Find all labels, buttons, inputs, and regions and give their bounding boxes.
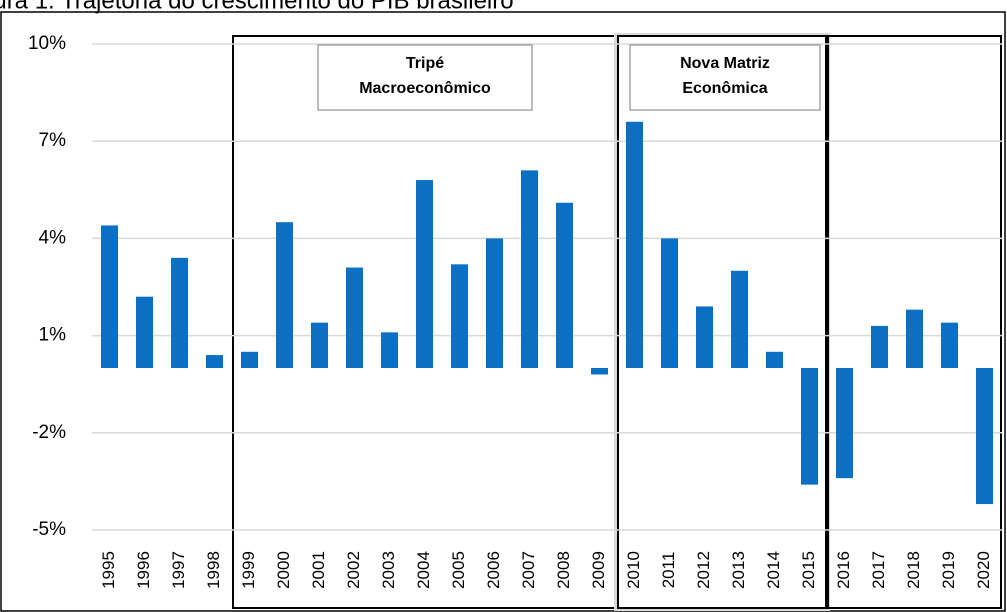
bar [241,351,258,368]
y-tick-label: 10% [28,33,66,54]
bar [311,322,328,368]
y-tick-label: 4% [39,227,67,248]
x-tick-label: 2008 [554,551,573,589]
annotation-box [317,44,533,111]
bar [451,264,468,368]
y-tick-label: -5% [32,519,66,540]
x-tick-label: 2007 [519,551,538,589]
annotation: Macroeconômico [359,80,491,97]
x-tick-label: 2019 [939,551,958,589]
annotation-box [629,44,821,111]
x-tick-label: 2011 [659,552,678,589]
x-tick-label: 2016 [834,551,853,589]
bar [206,355,223,368]
bar [766,351,783,368]
x-tick-label: 2002 [344,551,363,589]
x-tick-label: 1999 [239,551,258,589]
annotation: Econômica [682,80,767,97]
period-box [827,35,1002,609]
x-tick-label: 2010 [624,551,643,589]
bar [731,270,748,368]
bar [976,368,993,505]
bar [871,325,888,368]
x-tick-label: 2020 [974,551,993,589]
bar [346,267,363,368]
chart-title: Figura 1. Trajetória do crescimento do P… [0,0,514,14]
x-tick-label: 1996 [134,551,153,589]
bar [906,309,923,368]
bar [486,238,503,368]
bar [556,202,573,368]
x-tick-label: 2012 [694,551,713,589]
bar [101,225,118,368]
period-box [617,35,827,609]
x-tick-label: 2014 [764,551,783,589]
annotation: Nova Matriz [680,55,770,72]
chart-frame [0,11,1006,612]
bar [276,222,293,368]
x-tick-label: 2013 [729,551,748,589]
bar [136,296,153,368]
bar [521,170,538,368]
x-tick-label: 2001 [309,551,328,589]
x-tick-label: 2000 [274,551,293,589]
bar [591,368,608,375]
bar [626,121,643,368]
bar [661,238,678,368]
x-tick-label: 1997 [169,551,188,589]
bar [801,368,818,485]
x-tick-label: 1995 [99,551,118,589]
x-tick-label: 2005 [449,551,468,589]
bar [381,332,398,368]
bar [416,180,433,368]
x-tick-label: 2017 [869,551,888,589]
y-tick-label: 1% [39,325,67,346]
x-tick-label: 2015 [799,551,818,589]
y-tick-label: -2% [32,422,66,443]
x-tick-label: 2006 [484,551,503,589]
bar [836,368,853,479]
x-tick-label: 2009 [589,551,608,589]
x-tick-label: 2004 [414,551,433,589]
y-tick-label: 7% [39,130,67,151]
x-tick-label: 2003 [379,551,398,589]
x-tick-label: 2018 [904,551,923,589]
x-tick-label: 1998 [204,551,223,589]
bar [171,257,188,368]
bar [941,322,958,368]
bar [696,306,713,368]
annotation: Tripé [406,55,444,72]
